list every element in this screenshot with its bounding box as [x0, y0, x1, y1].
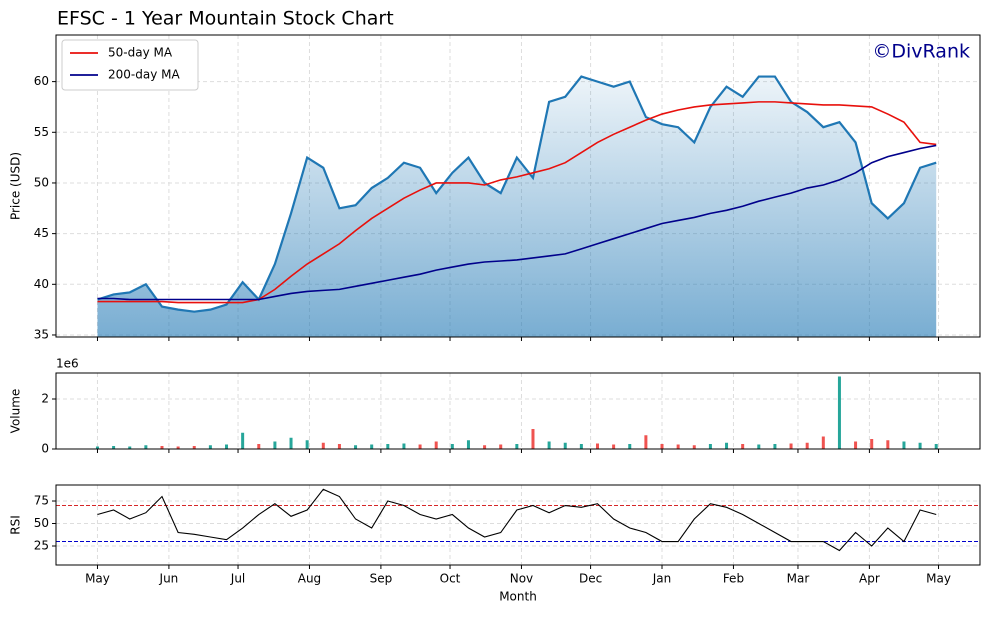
y-axis-label: RSI [9, 515, 23, 535]
volume-bar [273, 441, 277, 449]
x-tick-label: Dec [579, 572, 602, 586]
x-tick-label: Jun [159, 572, 179, 586]
price-line [97, 75, 937, 313]
y-tick-label: 60 [34, 74, 49, 88]
volume-bar [902, 441, 906, 449]
volume-bar [289, 437, 293, 449]
x-axis-label: Month [499, 590, 537, 604]
ma-line [97, 144, 937, 301]
volume-bar [466, 440, 470, 449]
volume-bar [128, 446, 132, 449]
y-tick-label: 35 [34, 327, 49, 341]
volume-bar [192, 446, 196, 449]
legend-label: 50-day MA [108, 46, 173, 60]
volume-bar [225, 444, 229, 449]
volume-bar [144, 445, 148, 449]
volume-bar [450, 444, 454, 449]
volume-bar [660, 444, 664, 449]
axes-frame [55, 34, 981, 338]
volume-bar [515, 444, 519, 449]
volume-bar [370, 444, 374, 449]
volume-bar [692, 445, 696, 449]
volume-bar [837, 376, 841, 449]
volume-bar [241, 432, 245, 449]
volume-bar [579, 444, 583, 449]
volume-bar [95, 446, 99, 449]
volume-bar [402, 443, 406, 449]
volume-bar [821, 436, 825, 449]
y-tick-label: 25 [34, 539, 49, 553]
volume-bar [757, 444, 761, 449]
watermark: ©DivRank [872, 41, 970, 63]
volume-bar [741, 444, 745, 449]
price-line [97, 488, 937, 552]
y-axis-label: Price (USD) [9, 152, 23, 220]
volume-bar [773, 444, 777, 449]
y-tick-label: 50 [34, 175, 49, 189]
y-tick-label: 0 [41, 442, 49, 456]
volume-bar [547, 441, 551, 449]
y-tick-label: 2 [41, 392, 49, 406]
volume-bar [499, 444, 503, 449]
volume-bar [321, 442, 325, 449]
volume-bar [531, 429, 535, 449]
x-tick-label: Mar [787, 572, 810, 586]
x-tick-label: Aug [298, 572, 321, 586]
x-tick-label: Apr [859, 572, 880, 586]
axes-frame [55, 484, 981, 566]
volume-bar [676, 444, 680, 449]
volume-bar [805, 442, 809, 449]
panel: May Jun Jul Aug Sep Oct Nov Dec Jan Feb Mar Apr May 2… [9, 484, 981, 604]
ma-line [97, 101, 937, 304]
axes-frame [55, 372, 981, 450]
volume-bar [483, 445, 487, 449]
volume-bar [934, 444, 938, 449]
panel: 35 40 45 50 55 60 Price (USD) 50-day MA 200-day … [9, 34, 981, 341]
x-tick-label: Jan [652, 572, 672, 586]
area [97, 76, 937, 337]
panel: 0 2 Volume 1e6 [9, 357, 981, 456]
x-tick-label: Nov [510, 572, 533, 586]
volume-bar [595, 443, 599, 449]
y-tick-label: 55 [34, 125, 49, 139]
y-tick-label: 50 [34, 516, 49, 530]
volume-bar [628, 444, 632, 449]
x-tick-label: Feb [723, 572, 744, 586]
volume-bar [160, 446, 164, 449]
volume-bar [708, 444, 712, 449]
chart-title: EFSC - 1 Year Mountain Stock Chart [57, 8, 394, 30]
volume-bar [112, 446, 116, 449]
volume-bar [208, 445, 212, 449]
x-tick-label: Oct [440, 572, 461, 586]
volume-bar [305, 440, 309, 449]
y-tick-label: 75 [34, 494, 49, 508]
volume-bar [789, 443, 793, 449]
x-tick-label: May [85, 572, 110, 586]
volume-bar [337, 444, 341, 449]
volume-bar [386, 444, 390, 449]
y-axis-label: Volume [9, 389, 23, 434]
volume-bar [612, 444, 616, 449]
volume-bar [176, 446, 180, 449]
x-tick-label: May [926, 572, 951, 586]
volume-bar [434, 441, 438, 449]
volume-bar [886, 440, 890, 449]
volume-bar [563, 442, 567, 449]
x-tick-label: Sep [370, 572, 393, 586]
volume-bar [354, 445, 358, 449]
x-tick-label: Jul [230, 572, 245, 586]
volume-bar [418, 444, 422, 449]
volume-bar [918, 442, 922, 449]
volume-bar [725, 442, 729, 449]
y-tick-label: 45 [34, 226, 49, 240]
volume-bar [257, 444, 261, 449]
legend-label: 200-day MA [108, 68, 180, 82]
y-tick-label: 40 [34, 277, 49, 291]
volume-bar [644, 435, 648, 449]
offset-label: 1e6 [56, 357, 79, 371]
volume-bar [870, 439, 874, 449]
volume-bar [854, 441, 858, 449]
